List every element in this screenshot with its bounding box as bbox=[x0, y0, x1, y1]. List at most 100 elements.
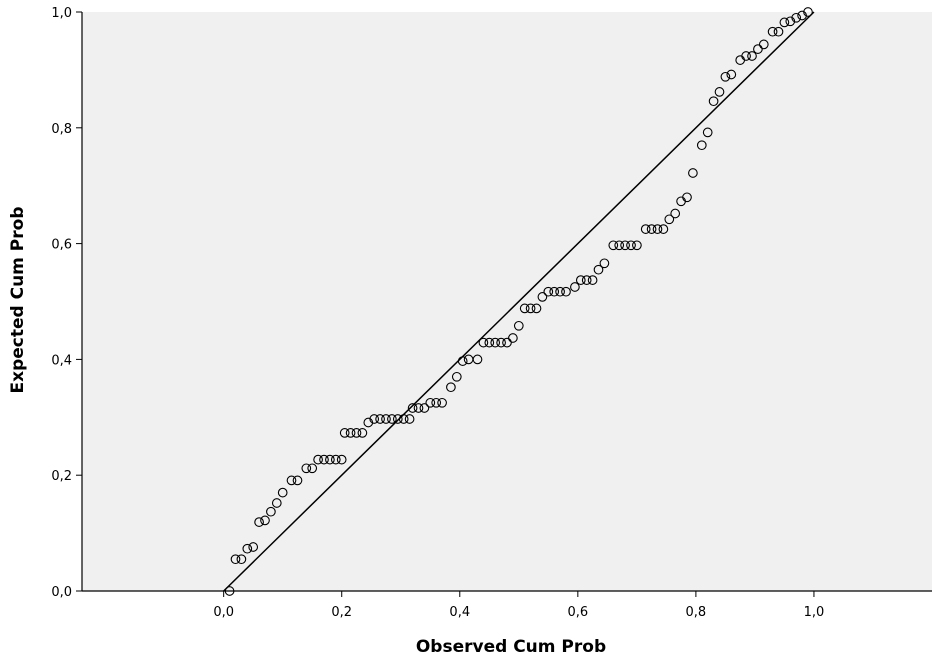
data-point bbox=[513, 320, 524, 331]
data-point bbox=[236, 554, 247, 565]
data-point bbox=[773, 26, 784, 37]
data-point bbox=[457, 356, 468, 366]
data-point bbox=[797, 10, 807, 21]
data-point bbox=[581, 275, 592, 285]
data-point bbox=[708, 96, 719, 107]
data-point bbox=[561, 286, 571, 297]
data-point bbox=[531, 303, 542, 314]
data-point bbox=[599, 258, 610, 269]
x-axis-ticks: 0,0 0,2 0,4 0,6 0,8 1,0 bbox=[213, 591, 824, 620]
data-point bbox=[286, 475, 297, 486]
y-tick-label: 0,0 bbox=[51, 585, 72, 600]
data-point bbox=[307, 463, 318, 474]
data-point bbox=[682, 192, 692, 203]
y-axis-title: Expected Cum Prob bbox=[8, 206, 28, 394]
data-point bbox=[646, 224, 657, 234]
y-tick-label: 1,0 bbox=[51, 6, 72, 21]
data-point bbox=[277, 487, 288, 498]
data-point bbox=[266, 506, 276, 517]
data-point bbox=[620, 240, 630, 251]
data-point bbox=[696, 140, 707, 151]
data-point bbox=[369, 414, 380, 424]
data-point bbox=[254, 517, 264, 527]
data-point bbox=[392, 414, 403, 424]
data-point bbox=[664, 214, 675, 225]
data-point bbox=[490, 337, 501, 348]
data-point bbox=[593, 264, 604, 275]
data-point bbox=[248, 542, 259, 552]
data-point bbox=[614, 240, 625, 251]
data-point bbox=[758, 39, 769, 50]
data-point bbox=[803, 7, 813, 17]
data-point bbox=[702, 127, 713, 138]
data-point bbox=[632, 240, 642, 251]
data-point bbox=[413, 403, 424, 413]
data-point bbox=[726, 69, 737, 80]
data-point bbox=[640, 224, 651, 234]
data-point bbox=[508, 333, 518, 343]
data-point bbox=[549, 286, 560, 297]
data-point bbox=[720, 71, 731, 82]
data-point bbox=[537, 292, 548, 302]
data-point bbox=[446, 382, 456, 393]
data-point bbox=[767, 26, 778, 37]
data-point bbox=[502, 337, 512, 348]
data-point bbox=[791, 12, 802, 23]
data-point bbox=[451, 371, 462, 382]
data-point bbox=[484, 337, 495, 348]
data-point bbox=[230, 554, 241, 565]
data-point bbox=[519, 303, 530, 314]
data-point bbox=[779, 17, 790, 28]
plot-area bbox=[82, 12, 932, 591]
y-tick-label: 0,6 bbox=[51, 238, 72, 253]
data-point bbox=[714, 87, 725, 97]
data-point bbox=[431, 397, 442, 408]
data-point bbox=[404, 414, 415, 424]
data-point bbox=[785, 16, 796, 27]
data-point bbox=[425, 397, 436, 408]
data-point bbox=[301, 463, 312, 474]
data-point bbox=[555, 286, 565, 297]
data-point bbox=[575, 275, 586, 285]
data-point bbox=[330, 454, 341, 465]
data-point bbox=[626, 240, 636, 251]
x-tick-label: 0,8 bbox=[686, 605, 707, 620]
data-point bbox=[741, 51, 751, 61]
data-point bbox=[437, 397, 447, 408]
data-point bbox=[271, 498, 282, 508]
data-point bbox=[345, 428, 356, 438]
y-tick-label: 0,8 bbox=[51, 122, 72, 137]
data-point bbox=[351, 428, 362, 438]
data-point bbox=[242, 543, 253, 554]
data-point bbox=[363, 417, 374, 428]
data-point bbox=[407, 403, 418, 413]
data-point bbox=[313, 454, 323, 465]
data-point bbox=[608, 240, 619, 251]
data-point bbox=[325, 454, 335, 465]
data-point bbox=[339, 428, 350, 438]
y-tick-label: 0,2 bbox=[51, 469, 72, 484]
data-point bbox=[658, 224, 669, 234]
data-point bbox=[652, 224, 663, 234]
x-tick-label: 0,2 bbox=[331, 605, 352, 620]
data-point bbox=[375, 414, 385, 424]
data-point bbox=[419, 403, 430, 413]
data-point bbox=[753, 44, 763, 54]
data-point bbox=[357, 428, 368, 438]
data-point bbox=[525, 303, 536, 314]
data-point bbox=[260, 515, 270, 526]
reference-line-layer bbox=[223, 11, 815, 592]
x-tick-label: 0,4 bbox=[449, 605, 470, 620]
data-point bbox=[570, 282, 580, 292]
data-point bbox=[398, 414, 409, 424]
data-point bbox=[319, 454, 329, 465]
data-points-layer bbox=[224, 7, 813, 596]
x-tick-label: 0,0 bbox=[213, 605, 234, 620]
x-axis-title: Observed Cum Prob bbox=[415, 637, 607, 657]
data-point bbox=[381, 414, 391, 424]
data-point bbox=[670, 208, 681, 219]
y-axis-ticks: 0,0 0,2 0,4 0,6 0,8 1,0 bbox=[51, 6, 82, 600]
data-point bbox=[292, 475, 303, 486]
reference-line bbox=[223, 11, 815, 592]
